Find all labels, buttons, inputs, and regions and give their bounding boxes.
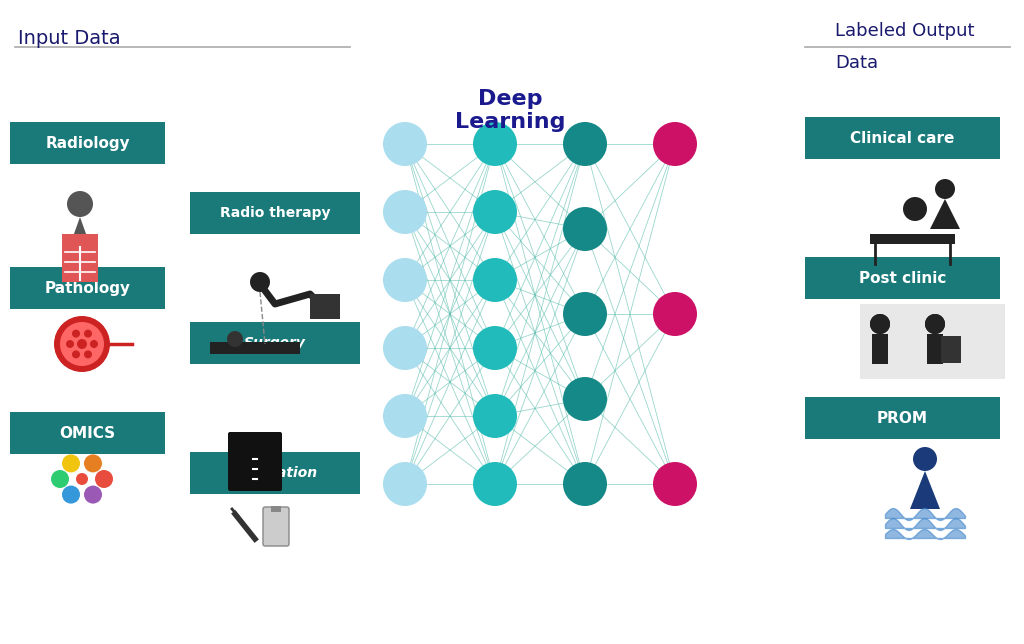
Circle shape bbox=[653, 122, 697, 166]
Polygon shape bbox=[65, 217, 95, 259]
Text: Data: Data bbox=[835, 54, 879, 72]
Text: Pathology: Pathology bbox=[44, 281, 130, 296]
FancyBboxPatch shape bbox=[62, 234, 98, 282]
Circle shape bbox=[935, 179, 955, 199]
Circle shape bbox=[60, 322, 104, 366]
Circle shape bbox=[563, 462, 607, 506]
Circle shape bbox=[72, 330, 80, 337]
Circle shape bbox=[72, 350, 80, 359]
FancyBboxPatch shape bbox=[872, 334, 888, 364]
Circle shape bbox=[653, 462, 697, 506]
FancyBboxPatch shape bbox=[190, 452, 360, 494]
Circle shape bbox=[925, 314, 945, 334]
Circle shape bbox=[473, 258, 517, 302]
Circle shape bbox=[473, 462, 517, 506]
FancyBboxPatch shape bbox=[872, 334, 888, 364]
Circle shape bbox=[903, 197, 927, 221]
Circle shape bbox=[77, 339, 87, 349]
Text: Post clinic: Post clinic bbox=[859, 270, 946, 285]
Circle shape bbox=[563, 377, 607, 421]
Circle shape bbox=[54, 316, 110, 372]
Text: Clinical care: Clinical care bbox=[850, 131, 954, 146]
Text: Medication: Medication bbox=[232, 466, 318, 480]
Text: Radio therapy: Radio therapy bbox=[220, 206, 331, 220]
FancyBboxPatch shape bbox=[210, 342, 300, 354]
FancyBboxPatch shape bbox=[927, 334, 943, 364]
Text: Radiology: Radiology bbox=[45, 135, 130, 151]
FancyBboxPatch shape bbox=[228, 432, 282, 491]
FancyBboxPatch shape bbox=[805, 117, 1000, 159]
Circle shape bbox=[383, 394, 427, 438]
Circle shape bbox=[84, 486, 102, 504]
FancyBboxPatch shape bbox=[263, 507, 289, 546]
Circle shape bbox=[563, 207, 607, 251]
Circle shape bbox=[76, 473, 88, 485]
Circle shape bbox=[473, 190, 517, 234]
Circle shape bbox=[383, 326, 427, 370]
FancyBboxPatch shape bbox=[10, 412, 165, 454]
Circle shape bbox=[51, 470, 69, 488]
Circle shape bbox=[913, 447, 937, 471]
Circle shape bbox=[62, 486, 80, 504]
FancyBboxPatch shape bbox=[870, 234, 955, 244]
Text: Deep
Learning: Deep Learning bbox=[455, 89, 565, 132]
Polygon shape bbox=[910, 471, 940, 509]
Circle shape bbox=[67, 191, 93, 217]
Polygon shape bbox=[930, 199, 961, 229]
Circle shape bbox=[653, 292, 697, 336]
Circle shape bbox=[870, 314, 890, 334]
Circle shape bbox=[383, 190, 427, 234]
Text: Labeled Output: Labeled Output bbox=[835, 22, 975, 40]
Text: Input Data: Input Data bbox=[18, 29, 121, 48]
FancyBboxPatch shape bbox=[805, 257, 1000, 299]
Circle shape bbox=[84, 350, 92, 359]
Circle shape bbox=[473, 122, 517, 166]
Circle shape bbox=[66, 340, 74, 348]
Circle shape bbox=[227, 331, 243, 347]
FancyBboxPatch shape bbox=[190, 192, 360, 234]
FancyBboxPatch shape bbox=[860, 304, 1005, 379]
Circle shape bbox=[90, 340, 98, 348]
Circle shape bbox=[870, 314, 890, 334]
FancyBboxPatch shape bbox=[805, 397, 1000, 439]
FancyBboxPatch shape bbox=[941, 336, 961, 363]
Text: OMICS: OMICS bbox=[59, 426, 116, 440]
FancyBboxPatch shape bbox=[10, 122, 165, 164]
Circle shape bbox=[250, 272, 270, 292]
Circle shape bbox=[473, 394, 517, 438]
Circle shape bbox=[62, 455, 80, 473]
Circle shape bbox=[563, 122, 607, 166]
Circle shape bbox=[473, 326, 517, 370]
FancyBboxPatch shape bbox=[10, 267, 165, 309]
Circle shape bbox=[84, 330, 92, 337]
FancyBboxPatch shape bbox=[190, 322, 360, 364]
Circle shape bbox=[95, 470, 113, 488]
FancyBboxPatch shape bbox=[927, 334, 943, 364]
Circle shape bbox=[563, 292, 607, 336]
Circle shape bbox=[925, 314, 945, 334]
FancyBboxPatch shape bbox=[941, 336, 961, 363]
FancyBboxPatch shape bbox=[271, 506, 281, 512]
Text: PROM: PROM bbox=[877, 410, 928, 426]
Text: Surgery: Surgery bbox=[244, 336, 306, 350]
Circle shape bbox=[383, 462, 427, 506]
Circle shape bbox=[383, 258, 427, 302]
FancyBboxPatch shape bbox=[310, 294, 340, 319]
Circle shape bbox=[84, 455, 102, 473]
Circle shape bbox=[383, 122, 427, 166]
